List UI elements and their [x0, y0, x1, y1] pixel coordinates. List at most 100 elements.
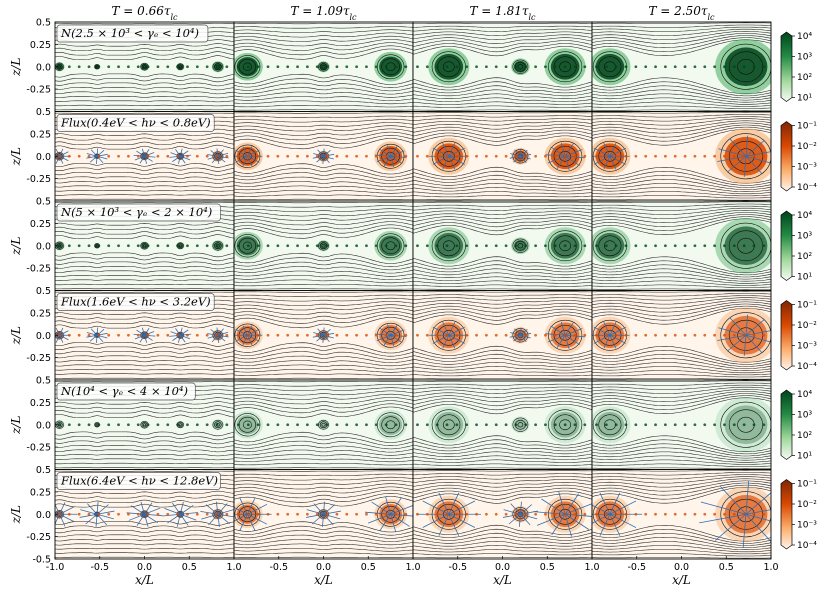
current-sheet-bead	[524, 244, 528, 248]
photon-ray	[503, 509, 521, 515]
current-sheet-bead	[117, 333, 120, 337]
panel-background	[592, 380, 771, 470]
photon-ray	[520, 513, 538, 520]
current-sheet-bead	[146, 244, 150, 248]
photon-ray	[556, 156, 566, 170]
current-sheet-bead	[276, 154, 280, 158]
panel	[591, 469, 772, 560]
field-line	[234, 163, 413, 175]
current-sheet-bead	[237, 154, 240, 158]
current-sheet-bead	[325, 512, 329, 516]
field-line	[55, 543, 234, 546]
plasmoid-contour	[720, 43, 771, 90]
current-sheet-bead	[723, 512, 726, 516]
current-sheet-bead	[732, 154, 736, 158]
field-line	[234, 317, 413, 329]
current-sheet-bead	[475, 512, 478, 516]
current-sheet-bead	[237, 65, 240, 69]
photon-ray	[510, 332, 521, 336]
current-sheet-bead	[296, 423, 299, 427]
photon-ray	[564, 156, 570, 170]
photon-ray	[144, 334, 153, 341]
field-line	[413, 374, 592, 377]
field-line	[234, 476, 413, 481]
current-sheet-bead	[205, 333, 209, 337]
field-line	[592, 366, 771, 374]
field-line	[55, 409, 234, 414]
y-tick-label: 0.25	[30, 487, 51, 498]
photon-ray	[89, 155, 98, 163]
current-sheet-bead	[335, 244, 339, 248]
photon-ray	[593, 334, 611, 344]
field-line	[592, 89, 771, 101]
photon-ray	[90, 328, 98, 336]
field-line	[592, 112, 771, 114]
photon-ray	[743, 156, 747, 177]
photon-ray	[565, 503, 592, 515]
current-sheet-bead	[553, 423, 557, 427]
photon-ray	[59, 502, 66, 515]
current-sheet-bead	[762, 65, 766, 69]
photon-ray	[520, 148, 522, 157]
plasmoid	[319, 62, 328, 71]
plasmoid-contour	[381, 237, 400, 255]
current-sheet-bead	[445, 512, 449, 516]
current-sheet-bead	[225, 65, 229, 69]
x-tick-label: 0.5	[719, 562, 734, 573]
x-axis-label: x/L	[672, 573, 691, 587]
current-sheet-bead	[215, 65, 219, 69]
field-line	[234, 342, 413, 354]
current-sheet-bead	[345, 65, 349, 69]
current-sheet-bead	[484, 65, 488, 69]
field-line	[55, 144, 234, 150]
current-sheet-bead	[394, 423, 398, 427]
field-line	[234, 125, 413, 132]
field-line	[55, 140, 234, 145]
panel: N(2.5 × 10³ < γₑ < 10⁴)	[54, 21, 235, 112]
plasmoid-contour	[142, 423, 147, 427]
photon-ray	[235, 334, 248, 342]
panel	[591, 379, 772, 470]
plasmoid-contour	[517, 64, 524, 70]
photon-ray	[247, 146, 253, 157]
field-line	[592, 354, 771, 367]
field-line	[55, 346, 234, 351]
photon-ray	[564, 322, 574, 336]
current-sheet-bead	[654, 333, 657, 337]
field-line	[592, 443, 771, 457]
plasmoid-halo	[176, 421, 185, 429]
current-sheet-bead	[475, 65, 478, 69]
current-sheet-bead	[176, 244, 180, 248]
field-line	[55, 104, 234, 107]
photon-ray	[565, 328, 583, 336]
current-sheet-bead	[67, 333, 71, 337]
field-line	[413, 89, 592, 97]
field-line	[234, 202, 413, 204]
current-sheet-bead	[683, 423, 687, 427]
photon-ray	[726, 155, 747, 173]
plasmoid	[595, 232, 625, 259]
field-line	[234, 32, 413, 38]
plasmoid-contour	[548, 230, 583, 262]
plasmoid-contour	[212, 419, 224, 430]
field-line	[55, 369, 234, 371]
field-line	[592, 391, 771, 402]
photon-ray	[144, 514, 149, 527]
plasmoid	[513, 418, 527, 431]
photon-ray	[726, 334, 747, 352]
field-line	[592, 395, 771, 410]
photon-ray	[745, 492, 771, 515]
photon-ray	[565, 149, 583, 157]
photon-ray	[745, 314, 749, 336]
current-sheet-bead	[404, 333, 408, 337]
field-line	[413, 204, 592, 207]
photon-ray	[390, 155, 403, 165]
photon-ray	[448, 513, 476, 528]
current-sheet-bead	[58, 333, 61, 337]
field-line	[413, 532, 592, 541]
current-sheet-bead	[644, 512, 648, 516]
panel	[591, 111, 772, 202]
panel: Flux(1.6eV < hν < 3.2eV)	[54, 290, 235, 381]
field-line	[413, 207, 592, 211]
current-sheet-bead	[445, 65, 449, 69]
